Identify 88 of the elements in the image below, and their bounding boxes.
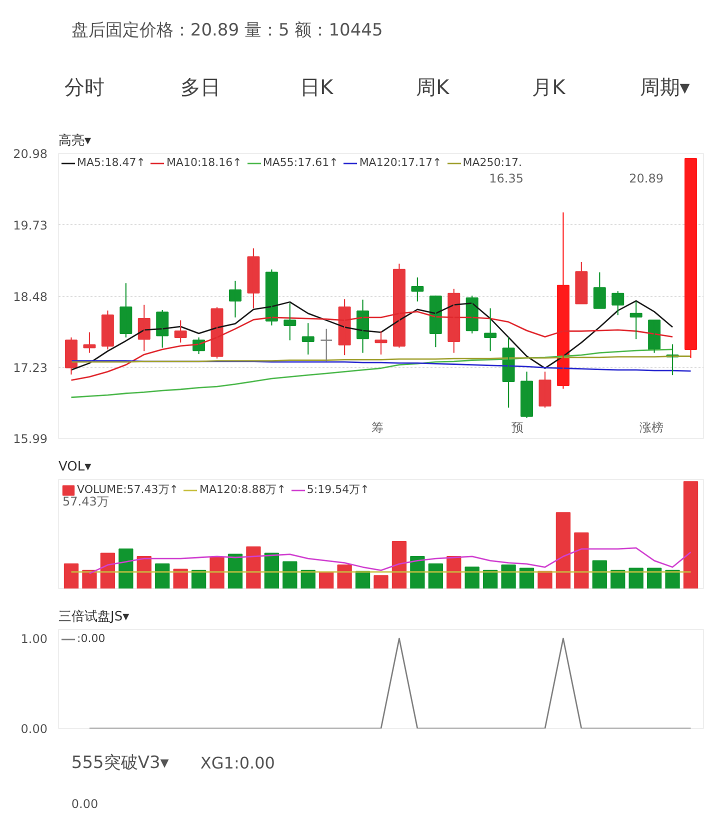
y-tick-label: 20.98 bbox=[13, 147, 48, 161]
text: 多日 bbox=[180, 75, 220, 100]
bar bbox=[155, 563, 170, 588]
bar bbox=[100, 552, 116, 588]
bar bbox=[538, 570, 552, 588]
candlestick bbox=[575, 261, 588, 304]
candlestick bbox=[630, 300, 642, 340]
bar bbox=[482, 570, 498, 588]
text: 0.00 bbox=[71, 797, 98, 811]
bar bbox=[592, 560, 607, 588]
bar bbox=[574, 532, 589, 588]
chart-title: 三倍试盘JS▾ bbox=[58, 610, 130, 624]
chart-title: 高亮▾ bbox=[58, 132, 92, 148]
bar bbox=[337, 564, 352, 588]
candlestick bbox=[612, 290, 624, 316]
legend-label: MA120:8.88万↑ bbox=[199, 482, 286, 497]
bar bbox=[282, 561, 298, 588]
bar bbox=[374, 575, 388, 588]
bar bbox=[300, 570, 316, 588]
bar bbox=[246, 546, 261, 588]
text: 周期▾ bbox=[640, 75, 690, 100]
bar bbox=[210, 557, 224, 588]
bar bbox=[319, 572, 334, 588]
legend-label: MA55:17.61↑ bbox=[262, 156, 338, 169]
legend-label: VOLUME:57.43万↑ bbox=[77, 482, 178, 496]
line-series bbox=[70, 311, 674, 381]
annotation: 预 bbox=[512, 420, 524, 434]
candlestick bbox=[484, 308, 497, 352]
bar bbox=[446, 556, 462, 588]
candlestick bbox=[174, 320, 187, 344]
bar bbox=[228, 554, 243, 588]
annotation: 筹 bbox=[372, 420, 384, 434]
text: 555突破V3▾ bbox=[71, 753, 170, 774]
candlestick bbox=[83, 332, 96, 354]
candlestick bbox=[593, 272, 606, 309]
annotation: 16.35 bbox=[489, 172, 524, 186]
bar bbox=[610, 570, 626, 588]
bar bbox=[556, 512, 571, 588]
text: 周K bbox=[416, 75, 450, 100]
annotation: 20.89 bbox=[629, 172, 664, 186]
candlestick bbox=[120, 282, 132, 338]
bar bbox=[464, 566, 480, 588]
bar bbox=[519, 568, 534, 588]
bar bbox=[646, 568, 662, 588]
legend-label: :0.00 bbox=[77, 632, 106, 645]
legend-label: 5:19.54万↑ bbox=[306, 482, 370, 497]
text: 盘后固定价格：20.89 量：5 额：10445 bbox=[71, 20, 383, 40]
bar bbox=[355, 570, 370, 588]
bar bbox=[683, 481, 698, 588]
candlestick bbox=[538, 371, 552, 408]
candlestick bbox=[284, 302, 296, 341]
candlestick bbox=[302, 322, 314, 356]
legend-label: MA10:18.16↑ bbox=[166, 156, 242, 169]
bar bbox=[628, 568, 644, 588]
line-series bbox=[70, 348, 674, 398]
bar bbox=[118, 548, 134, 588]
y-tick-label: 0.00 bbox=[20, 722, 48, 736]
line-series bbox=[70, 300, 674, 371]
bar bbox=[410, 556, 425, 588]
bar bbox=[64, 563, 79, 588]
y-tick-label: 15.99 bbox=[13, 432, 48, 446]
bar bbox=[665, 570, 680, 588]
candlestick bbox=[374, 330, 388, 356]
bar bbox=[82, 570, 97, 588]
text: 分时 bbox=[64, 75, 104, 100]
candlestick bbox=[320, 328, 333, 362]
legend-label: MA5:18.47↑ bbox=[77, 156, 146, 169]
annotation: 涨榜 bbox=[640, 420, 664, 434]
candlestick bbox=[101, 310, 114, 350]
bar bbox=[264, 552, 280, 588]
bar bbox=[173, 568, 188, 588]
bar bbox=[501, 564, 516, 588]
y-tick-label: 19.73 bbox=[13, 218, 48, 232]
text: 日K bbox=[300, 75, 334, 100]
bar bbox=[392, 540, 407, 588]
candlestick bbox=[247, 248, 260, 309]
chart-title: VOL▾ bbox=[58, 460, 92, 474]
annotation: 57.43万 bbox=[62, 494, 109, 508]
bar bbox=[136, 556, 152, 588]
text: XG1:0.00 bbox=[200, 754, 275, 773]
bar bbox=[191, 570, 206, 588]
legend-label: MA120:17.17↑ bbox=[359, 156, 442, 169]
y-tick-label: 18.48 bbox=[13, 290, 48, 304]
legend-label: MA250:17. bbox=[462, 156, 522, 169]
bar bbox=[428, 563, 443, 588]
y-tick-label: 1.00 bbox=[20, 632, 48, 646]
text: 月K bbox=[532, 75, 566, 100]
y-tick-label: 17.23 bbox=[13, 361, 48, 376]
